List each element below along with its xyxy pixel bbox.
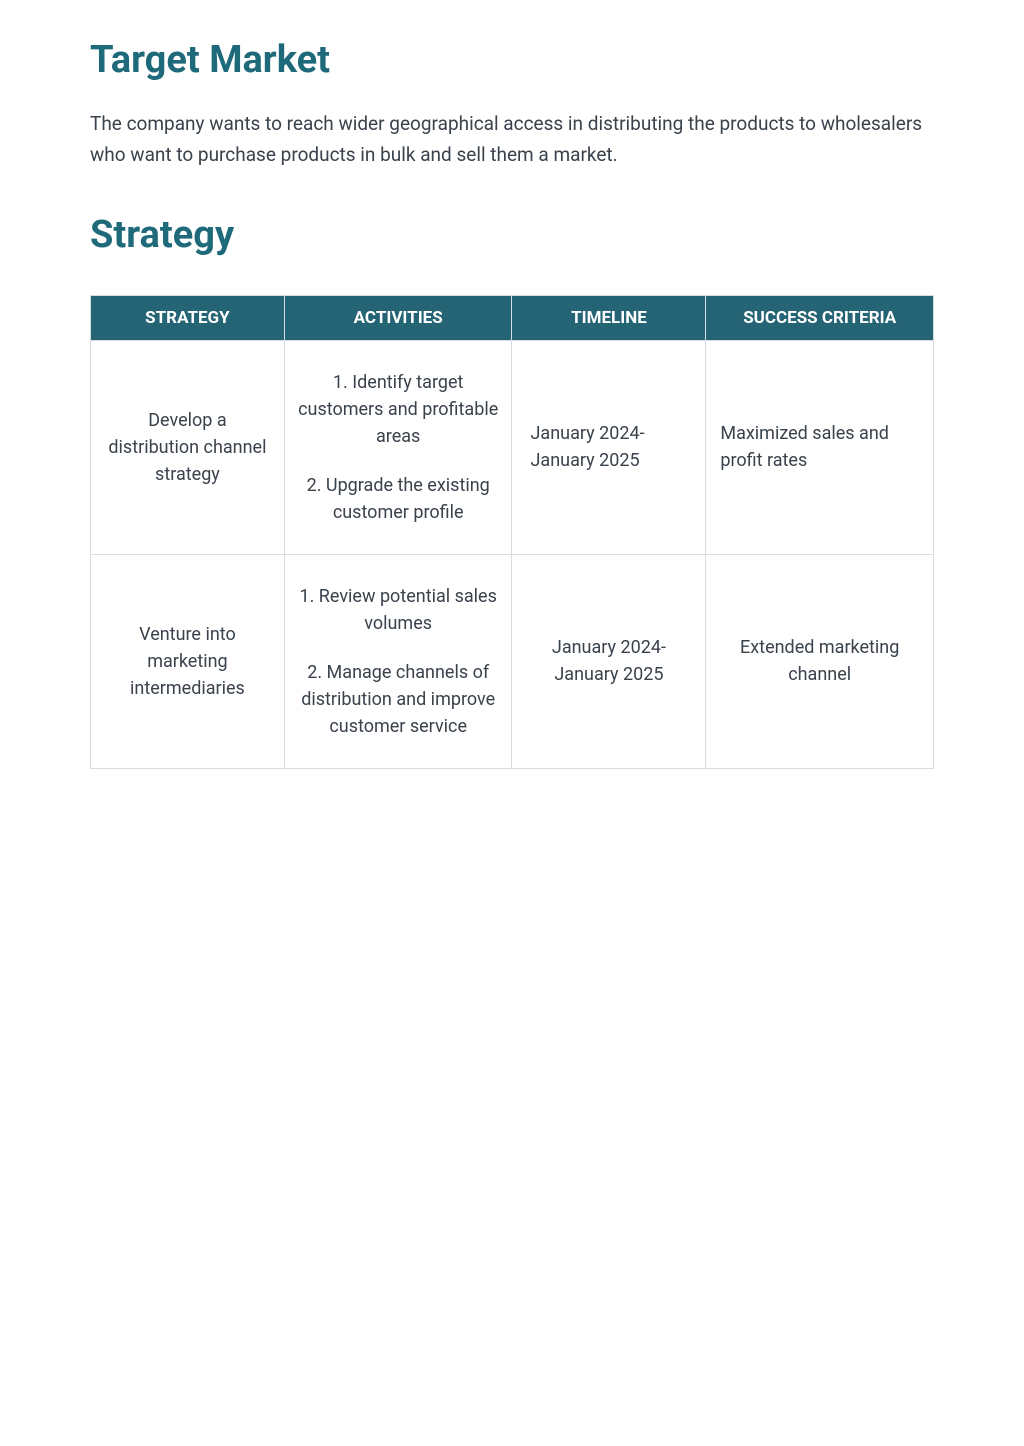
strategy-heading: Strategy <box>90 213 934 257</box>
activity-item: 1. Identify target customers and profita… <box>295 369 502 450</box>
cell-activities: 1. Review potential sales volumes 2. Man… <box>284 554 512 768</box>
activity-item: 2. Manage channels of distribution and i… <box>295 659 502 740</box>
strategy-table: STRATEGY ACTIVITIES TIMELINE SUCCESS CRI… <box>90 295 934 769</box>
col-header-activities: ACTIVITIES <box>284 295 512 340</box>
cell-activities: 1. Identify target customers and profita… <box>284 340 512 554</box>
cell-success: Maximized sales and profit rates <box>706 340 934 554</box>
col-header-timeline: TIMELINE <box>512 295 706 340</box>
col-header-success: SUCCESS CRITERIA <box>706 295 934 340</box>
activity-item: 1. Review potential sales volumes <box>295 583 502 637</box>
cell-strategy: Venture into marketing intermediaries <box>91 554 285 768</box>
table-row: Develop a distribution channel strategy … <box>91 340 934 554</box>
activity-item: 2. Upgrade the existing customer profile <box>295 472 502 526</box>
table-row: Venture into marketing intermediaries 1.… <box>91 554 934 768</box>
cell-strategy: Develop a distribution channel strategy <box>91 340 285 554</box>
cell-timeline: January 2024-January 2025 <box>512 340 706 554</box>
cell-success: Extended marketing channel <box>706 554 934 768</box>
target-market-heading: Target Market <box>90 38 934 82</box>
cell-timeline: January 2024-January 2025 <box>512 554 706 768</box>
col-header-strategy: STRATEGY <box>91 295 285 340</box>
target-market-body: The company wants to reach wider geograp… <box>90 108 934 171</box>
